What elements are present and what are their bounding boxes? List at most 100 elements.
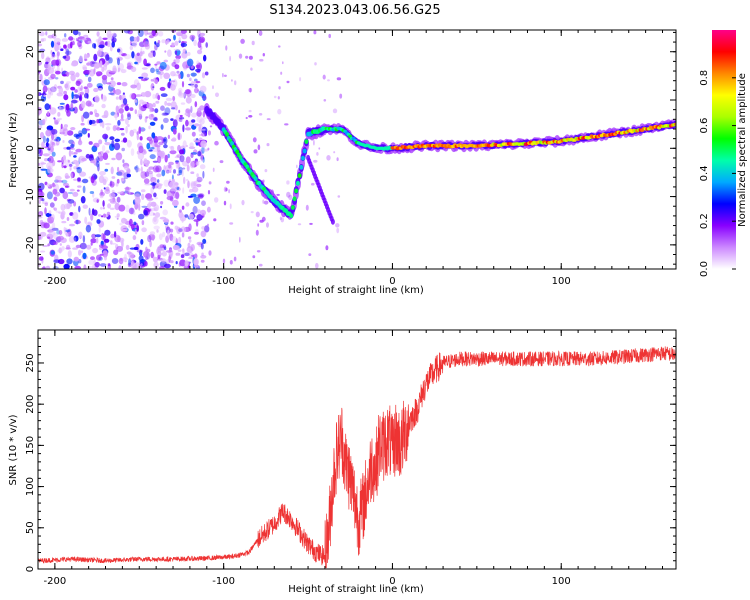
snr-ytick-label: 200 [25,395,36,414]
noise-blob [171,137,177,142]
noise-blob [188,239,192,243]
noise-blob [146,248,151,253]
noise-blob [238,53,243,59]
noise-blob [73,106,78,114]
noise-blob [150,83,155,91]
noise-blob [133,246,139,251]
noise-blob [102,133,109,140]
noise-blob [201,146,205,154]
noise-blob [59,187,65,194]
noise-blob [299,77,302,82]
noise-blob [38,143,41,146]
noise-blob [65,103,70,111]
noise-blob [214,140,219,146]
noise-blob [162,231,166,238]
noise-blob [175,191,180,200]
noise-blob [47,148,51,151]
noise-blob [209,125,213,128]
colorbar-strip [712,30,736,269]
noise-blob [67,159,70,163]
noise-blob [173,74,180,77]
noise-blob [138,76,144,79]
noise-blob [184,89,191,95]
noise-blob [163,138,167,142]
noise-blob [178,37,181,43]
noise-blob [277,108,282,115]
noise-blob [160,93,168,97]
noise-blob [208,181,212,185]
noise-blob [63,165,67,169]
noise-blob [49,184,56,188]
noise-blob [248,55,253,60]
colorbar-tick-label: 0.0 [699,261,710,277]
noise-blob [110,166,114,175]
noise-blob [103,187,106,190]
noise-blob [116,178,120,184]
noise-blob [113,249,119,256]
noise-blob [135,165,139,173]
noise-blob [72,147,76,151]
noise-blob [190,105,193,114]
noise-blob [190,152,194,159]
noise-blob [144,77,150,80]
noise-blob [85,73,89,77]
noise-blob [207,190,211,195]
noise-blob [141,227,147,233]
noise-blob [187,195,193,198]
noise-blob [182,140,187,149]
noise-blob [78,31,81,36]
noise-blob [199,133,204,137]
noise-blob [278,86,281,90]
ridge-core [225,132,229,137]
noise-blob [46,93,51,99]
noise-blob [180,254,185,259]
noise-blob [61,156,66,164]
noise-blob [70,102,74,110]
noise-blob [83,264,87,269]
noise-blob [167,134,170,139]
noise-blob [96,199,99,203]
noise-blob [46,125,54,131]
noise-blob [70,127,76,131]
noise-blob [50,40,55,48]
noise-blob [248,87,253,93]
noise-blob [257,144,261,151]
noise-blob [89,111,93,115]
noise-blob [194,84,198,88]
noise-blob [196,173,199,178]
noise-blob [78,55,84,63]
noise-blob [72,212,79,220]
noise-blob [177,132,181,141]
noise-blob [288,194,293,200]
noise-blob [71,150,74,155]
noise-blob [197,151,202,157]
noise-blob [96,219,101,224]
noise-blob [44,202,48,207]
noise-blob [75,148,83,153]
noise-blob [150,182,157,186]
noise-blob [124,118,129,125]
noise-blob [76,167,80,170]
noise-blob [152,50,156,57]
noise-blob [120,229,128,232]
noise-blob [98,152,101,158]
noise-blob [82,66,88,71]
noise-blob [107,203,112,209]
spectrogram-ridge [203,103,676,225]
noise-blob [123,165,129,171]
noise-blob [175,104,178,111]
noise-blob [184,112,188,116]
noise-blob [63,44,67,49]
noise-blob [120,132,125,136]
noise-blob [62,74,67,77]
noise-blob [77,40,82,47]
noise-blob [152,93,156,100]
noise-blob [305,204,309,211]
noise-blob [77,185,82,188]
noise-blob [60,48,64,51]
noise-blob [149,121,156,126]
noise-blob [50,73,56,80]
noise-blob [186,178,189,182]
noise-blob [129,107,134,111]
